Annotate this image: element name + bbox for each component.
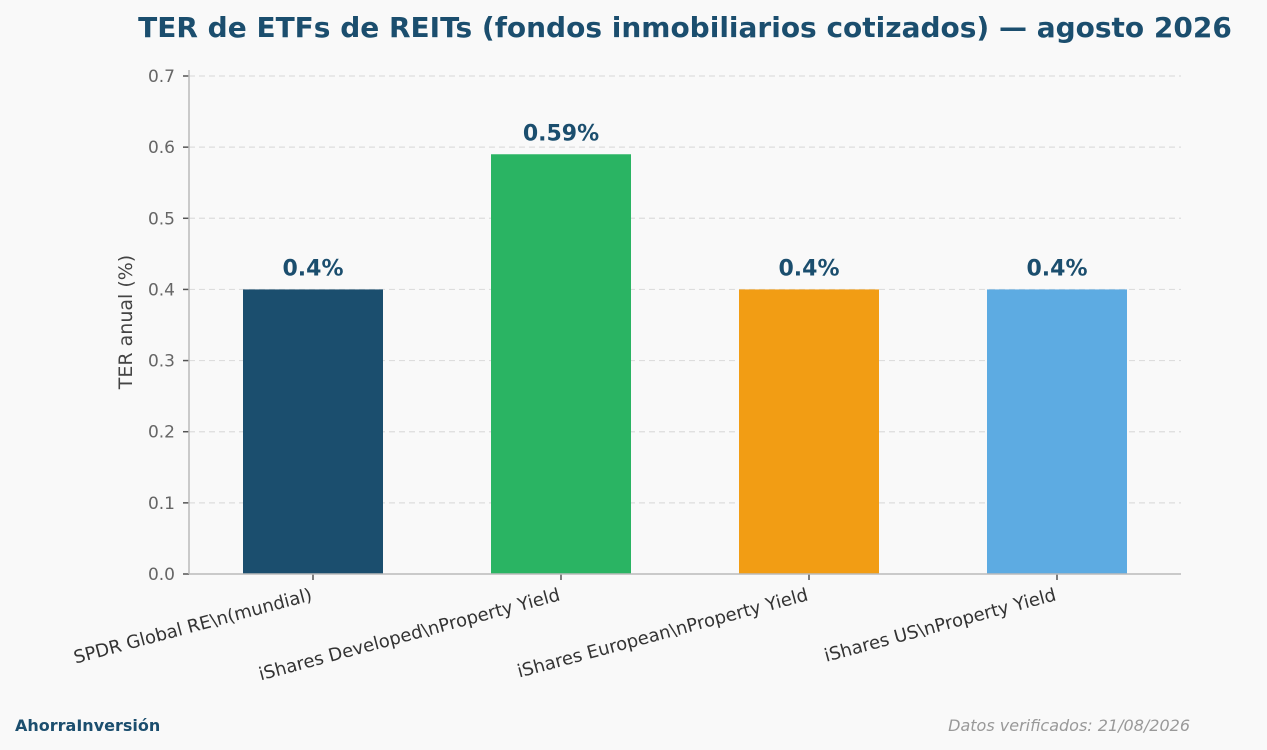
data-label: 0.4% [778,256,839,281]
y-axis-label: TER anual (%) [115,255,137,390]
bar [243,289,383,574]
x-tick-label: iShares US\nProperty Yield [822,585,1058,667]
y-tick-label: 0.3 [148,352,175,372]
y-tick-label: 0.7 [148,67,175,87]
y-tick-label: 0.6 [148,138,175,158]
bar [491,154,631,574]
data-label: 0.4% [282,256,343,281]
y-tick-label: 0.0 [148,565,175,585]
bar [739,289,879,574]
y-tick-label: 0.1 [148,494,175,514]
verification-note: Datos verificados: 21/08/2026 [948,716,1190,735]
x-tick-label: SPDR Global RE\n(mundial) [72,585,315,669]
y-tick-label: 0.2 [148,423,175,443]
brand-label: AhorraInversión [15,716,160,735]
chart-title: TER de ETFs de REITs (fondos inmobiliari… [138,11,1232,44]
bar [987,289,1127,574]
data-label: 0.4% [1026,256,1087,281]
y-tick-label: 0.5 [148,209,175,229]
bars: 0.4% 0.59% 0.4% 0.4% [243,121,1127,574]
data-label: 0.59% [523,121,599,146]
y-tick-label: 0.4 [148,280,175,300]
